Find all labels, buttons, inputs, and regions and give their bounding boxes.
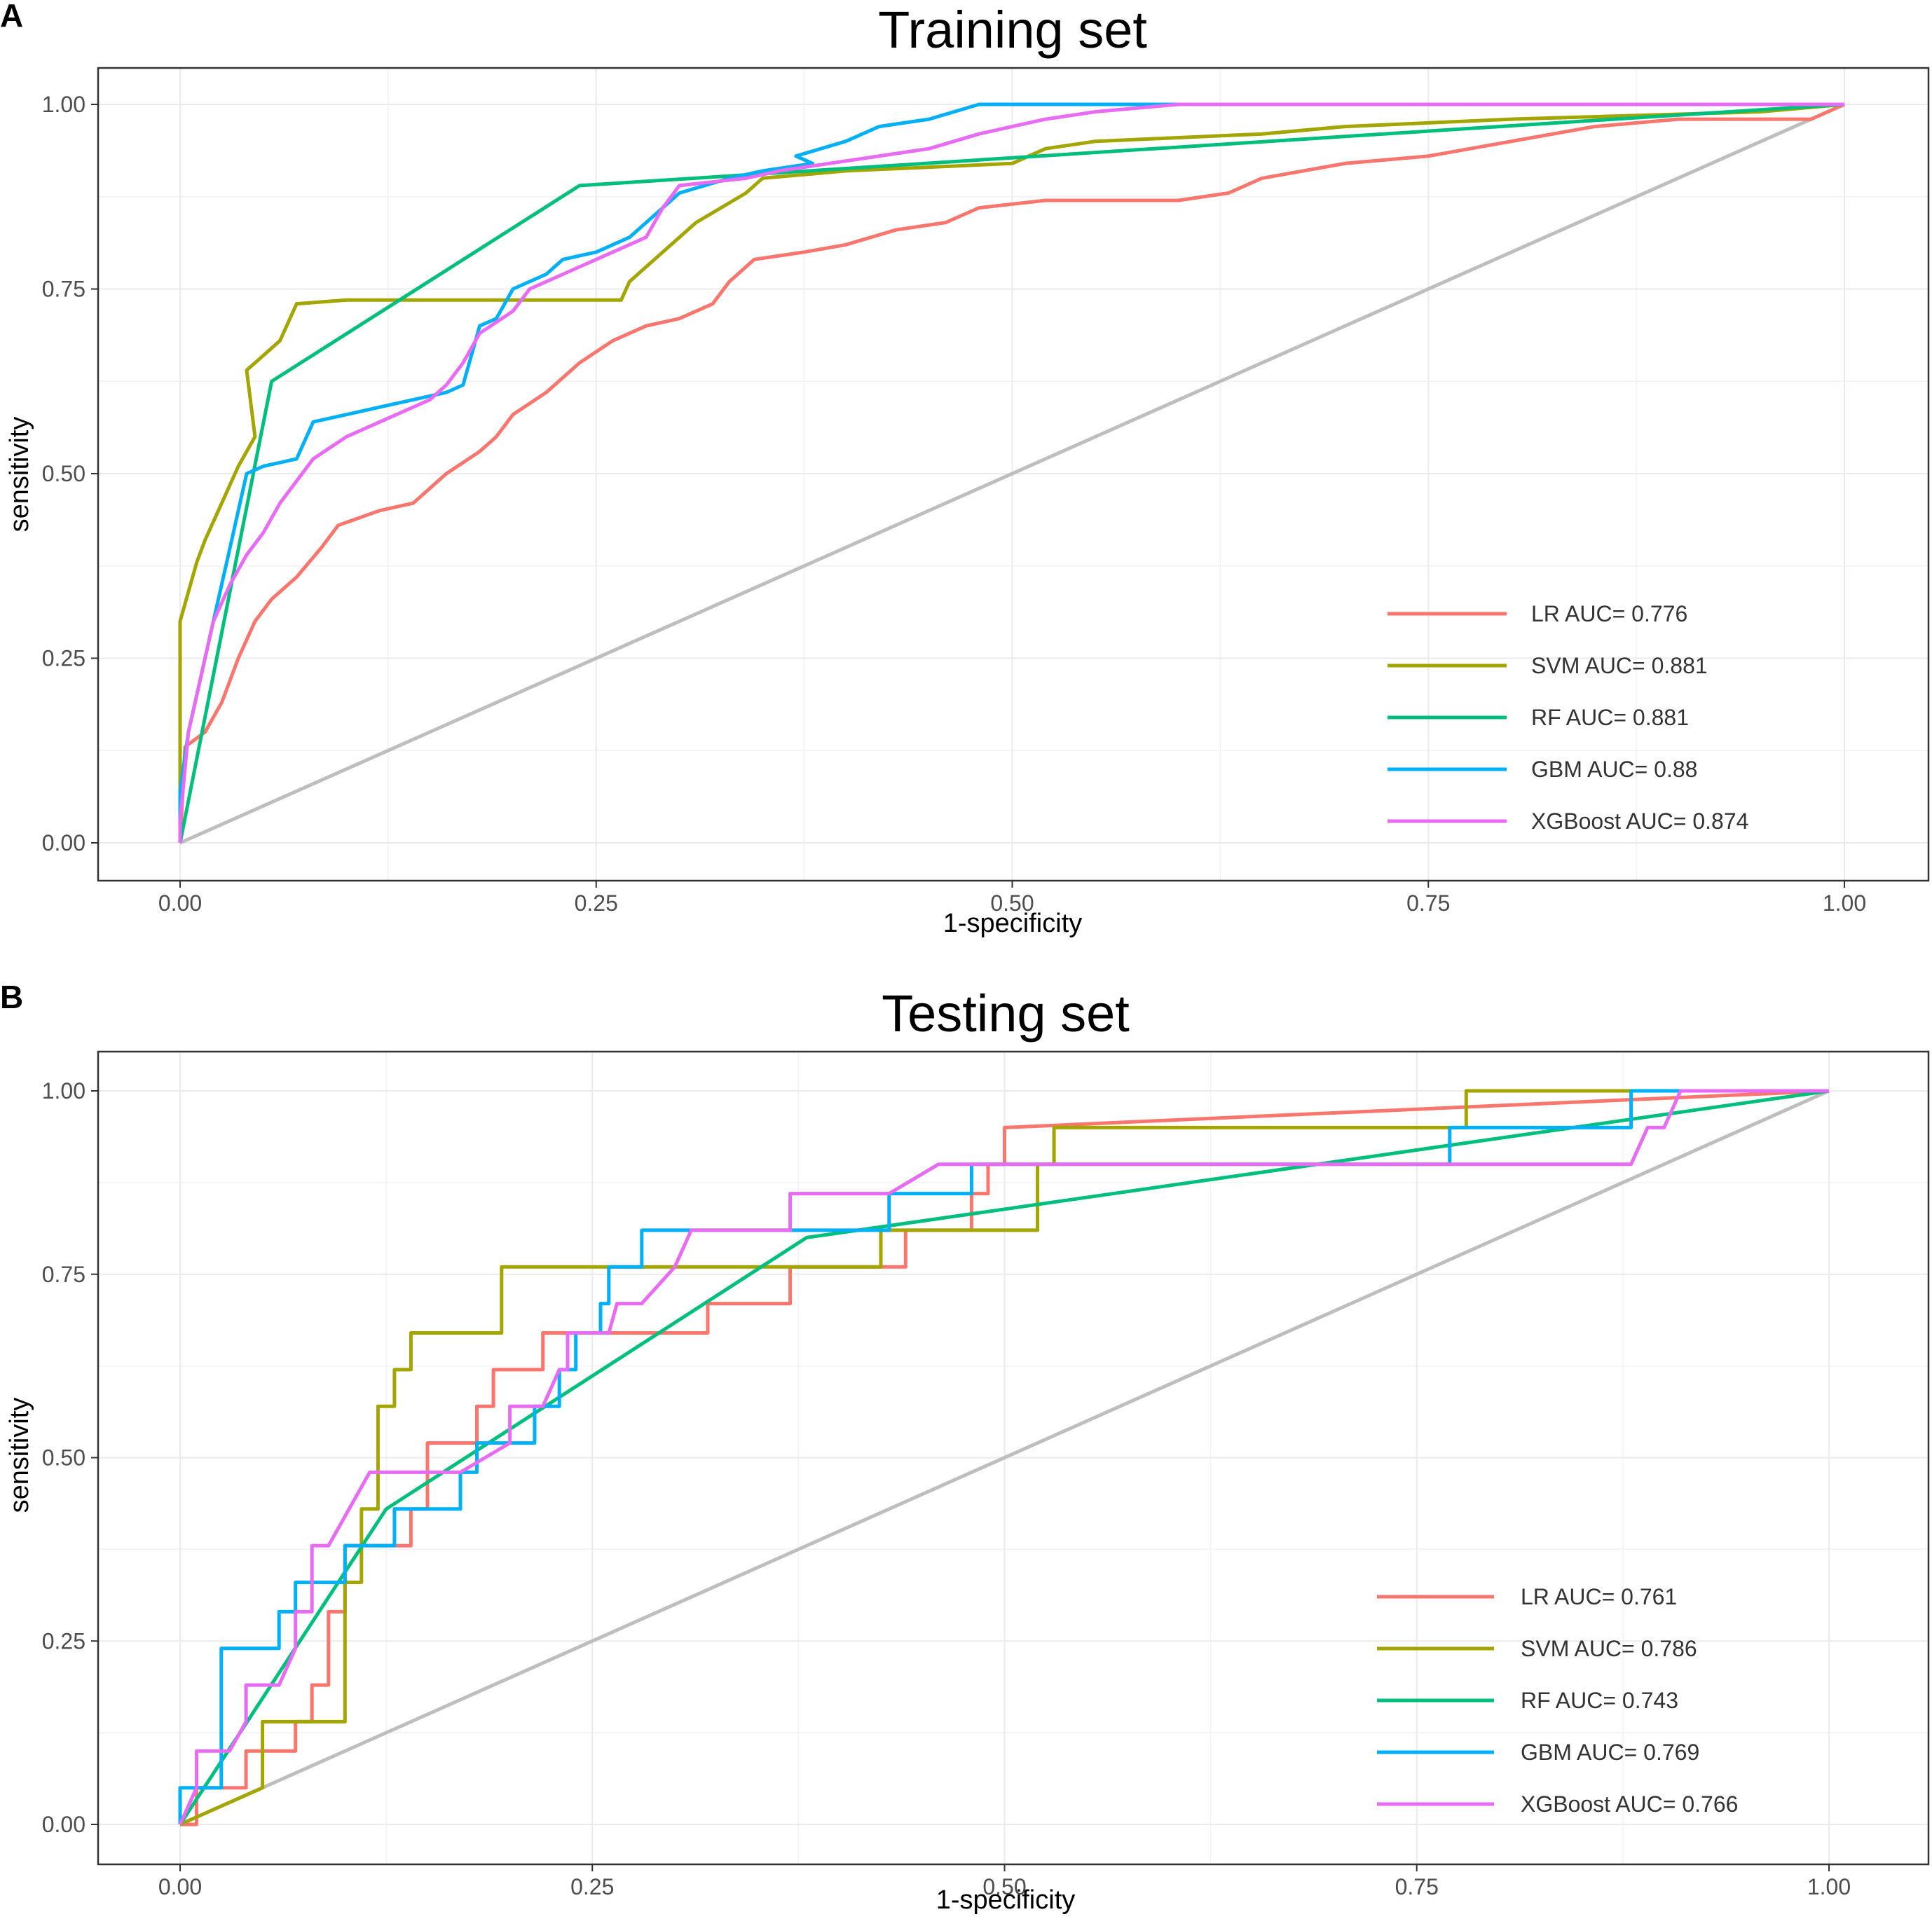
y-tick-label: 0.25 [42, 646, 85, 671]
y-tick-label: 0.50 [42, 461, 85, 486]
roc-line-xgboost [178, 102, 1844, 843]
legend: LR AUC= 0.776 SVM AUC= 0.881 RF AUC= 0.881… [1388, 601, 1748, 834]
legend-label-xgboost: XGBoost AUC= 0.874 [1531, 809, 1748, 834]
legend-label-rf: RF AUC= 0.743 [1521, 1688, 1678, 1713]
roc-line-svm [178, 102, 1845, 843]
x-tick-label: 0.75 [1406, 890, 1450, 916]
legend-label-svm: SVM AUC= 0.881 [1531, 653, 1708, 678]
x-tick-label: 1.00 [1807, 1874, 1851, 1899]
legend: LR AUC= 0.761 SVM AUC= 0.786 RF AUC= 0.743… [1377, 1584, 1738, 1817]
y-tick-label: 1.00 [42, 92, 85, 117]
roc-chart-training: A Training set 0.00 0.25 0.50 0.75 1.00 0.00 0.2… [0, 0, 1930, 938]
roc-line-lr [178, 102, 1846, 844]
y-tick-label: 0.00 [42, 830, 85, 855]
roc-line-lr [180, 1089, 1830, 1827]
reference-diagonal-line [179, 102, 1846, 845]
legend-label-lr: LR AUC= 0.776 [1531, 601, 1687, 626]
legend-label-gbm: GBM AUC= 0.769 [1521, 1740, 1699, 1765]
chart-title: Testing set [882, 984, 1130, 1043]
panel-label: A [0, 0, 23, 34]
chart-panel-training: A Training set 0.00 0.25 0.50 0.75 1.00 0.00 0.2… [0, 0, 1932, 958]
x-tick-label: 1.00 [1823, 890, 1866, 916]
x-tick-label: 0.50 [982, 1874, 1026, 1899]
x-tick-label: 0.00 [158, 1874, 202, 1899]
x-tick-label: 0.75 [1395, 1874, 1439, 1899]
panel-label: B [0, 979, 23, 1015]
legend-label-lr: LR AUC= 0.761 [1521, 1584, 1677, 1609]
x-tick-label: 0.50 [990, 890, 1034, 916]
roc-line-xgboost [178, 1089, 1829, 1826]
y-tick-label: 0.00 [42, 1812, 85, 1837]
x-tick-label: 0.25 [570, 1874, 614, 1899]
y-axis-label: sensitivity [5, 1398, 34, 1513]
legend-label-xgboost: XGBoost AUC= 0.766 [1521, 1791, 1738, 1817]
roc-chart-testing: B Testing set 0.00 0.25 0.50 0.75 1.00 0.00 0.25… [0, 979, 1930, 1915]
roc-line-rf [178, 102, 1845, 844]
x-tick-label: 0.00 [158, 890, 202, 916]
y-axis-label: sensitivity [5, 417, 34, 532]
legend-label-svm: SVM AUC= 0.786 [1521, 1636, 1697, 1661]
y-tick-label: 0.25 [42, 1628, 85, 1653]
y-tick-label: 1.00 [42, 1078, 85, 1103]
chart-title: Training set [878, 1, 1147, 59]
roc-line-gbm [178, 102, 1844, 843]
legend-label-rf: RF AUC= 0.881 [1531, 705, 1689, 730]
chart-panel-testing: B Testing set 0.00 0.25 0.50 0.75 1.00 0.00 0.25… [0, 958, 1932, 1915]
roc-line-svm [179, 1089, 1829, 1827]
y-tick-label: 0.75 [42, 277, 85, 302]
y-tick-label: 0.75 [42, 1262, 85, 1287]
legend-label-gbm: GBM AUC= 0.88 [1531, 757, 1697, 782]
reference-diagonal-line [179, 1089, 1830, 1827]
x-axis-label: 1-specificity [936, 1885, 1076, 1915]
x-tick-label: 0.25 [575, 890, 618, 916]
x-axis-label: 1-specificity [943, 909, 1083, 938]
y-tick-label: 0.50 [42, 1445, 85, 1471]
